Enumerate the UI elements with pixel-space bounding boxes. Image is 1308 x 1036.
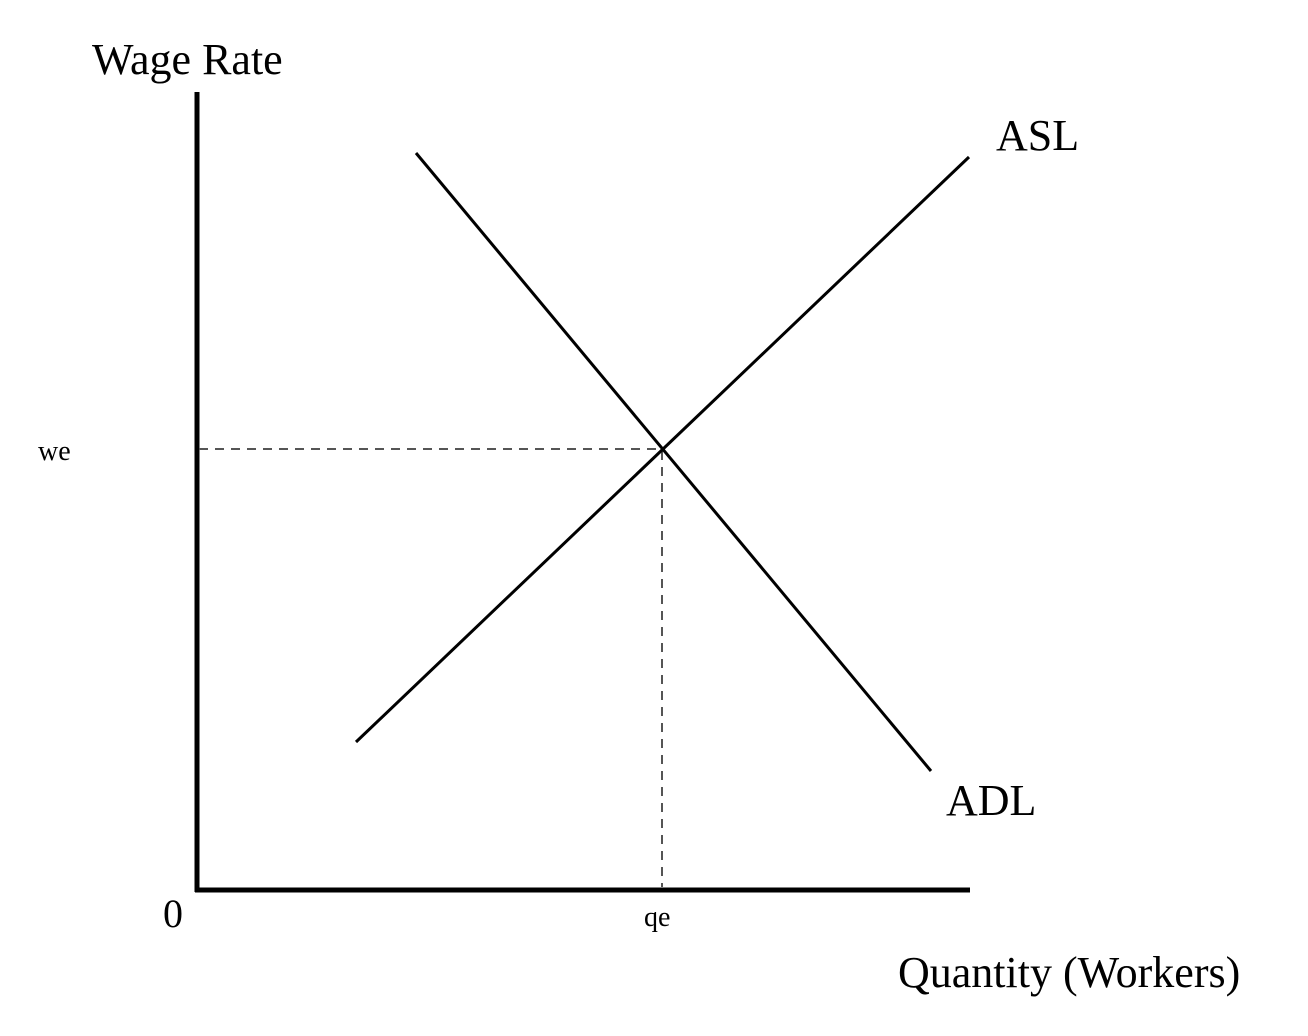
equilibrium-quantity-label: qe xyxy=(644,902,671,933)
demand-curve xyxy=(414,152,933,772)
y-axis-label: Wage Rate xyxy=(92,35,283,84)
demand-curve-label: ADL xyxy=(946,776,1037,825)
equilibrium-wage-label: we xyxy=(38,436,71,467)
x-axis-label: Quantity (Workers) xyxy=(898,948,1241,997)
supply-curve-label: ASL xyxy=(996,111,1080,160)
origin-label: 0 xyxy=(163,891,183,936)
